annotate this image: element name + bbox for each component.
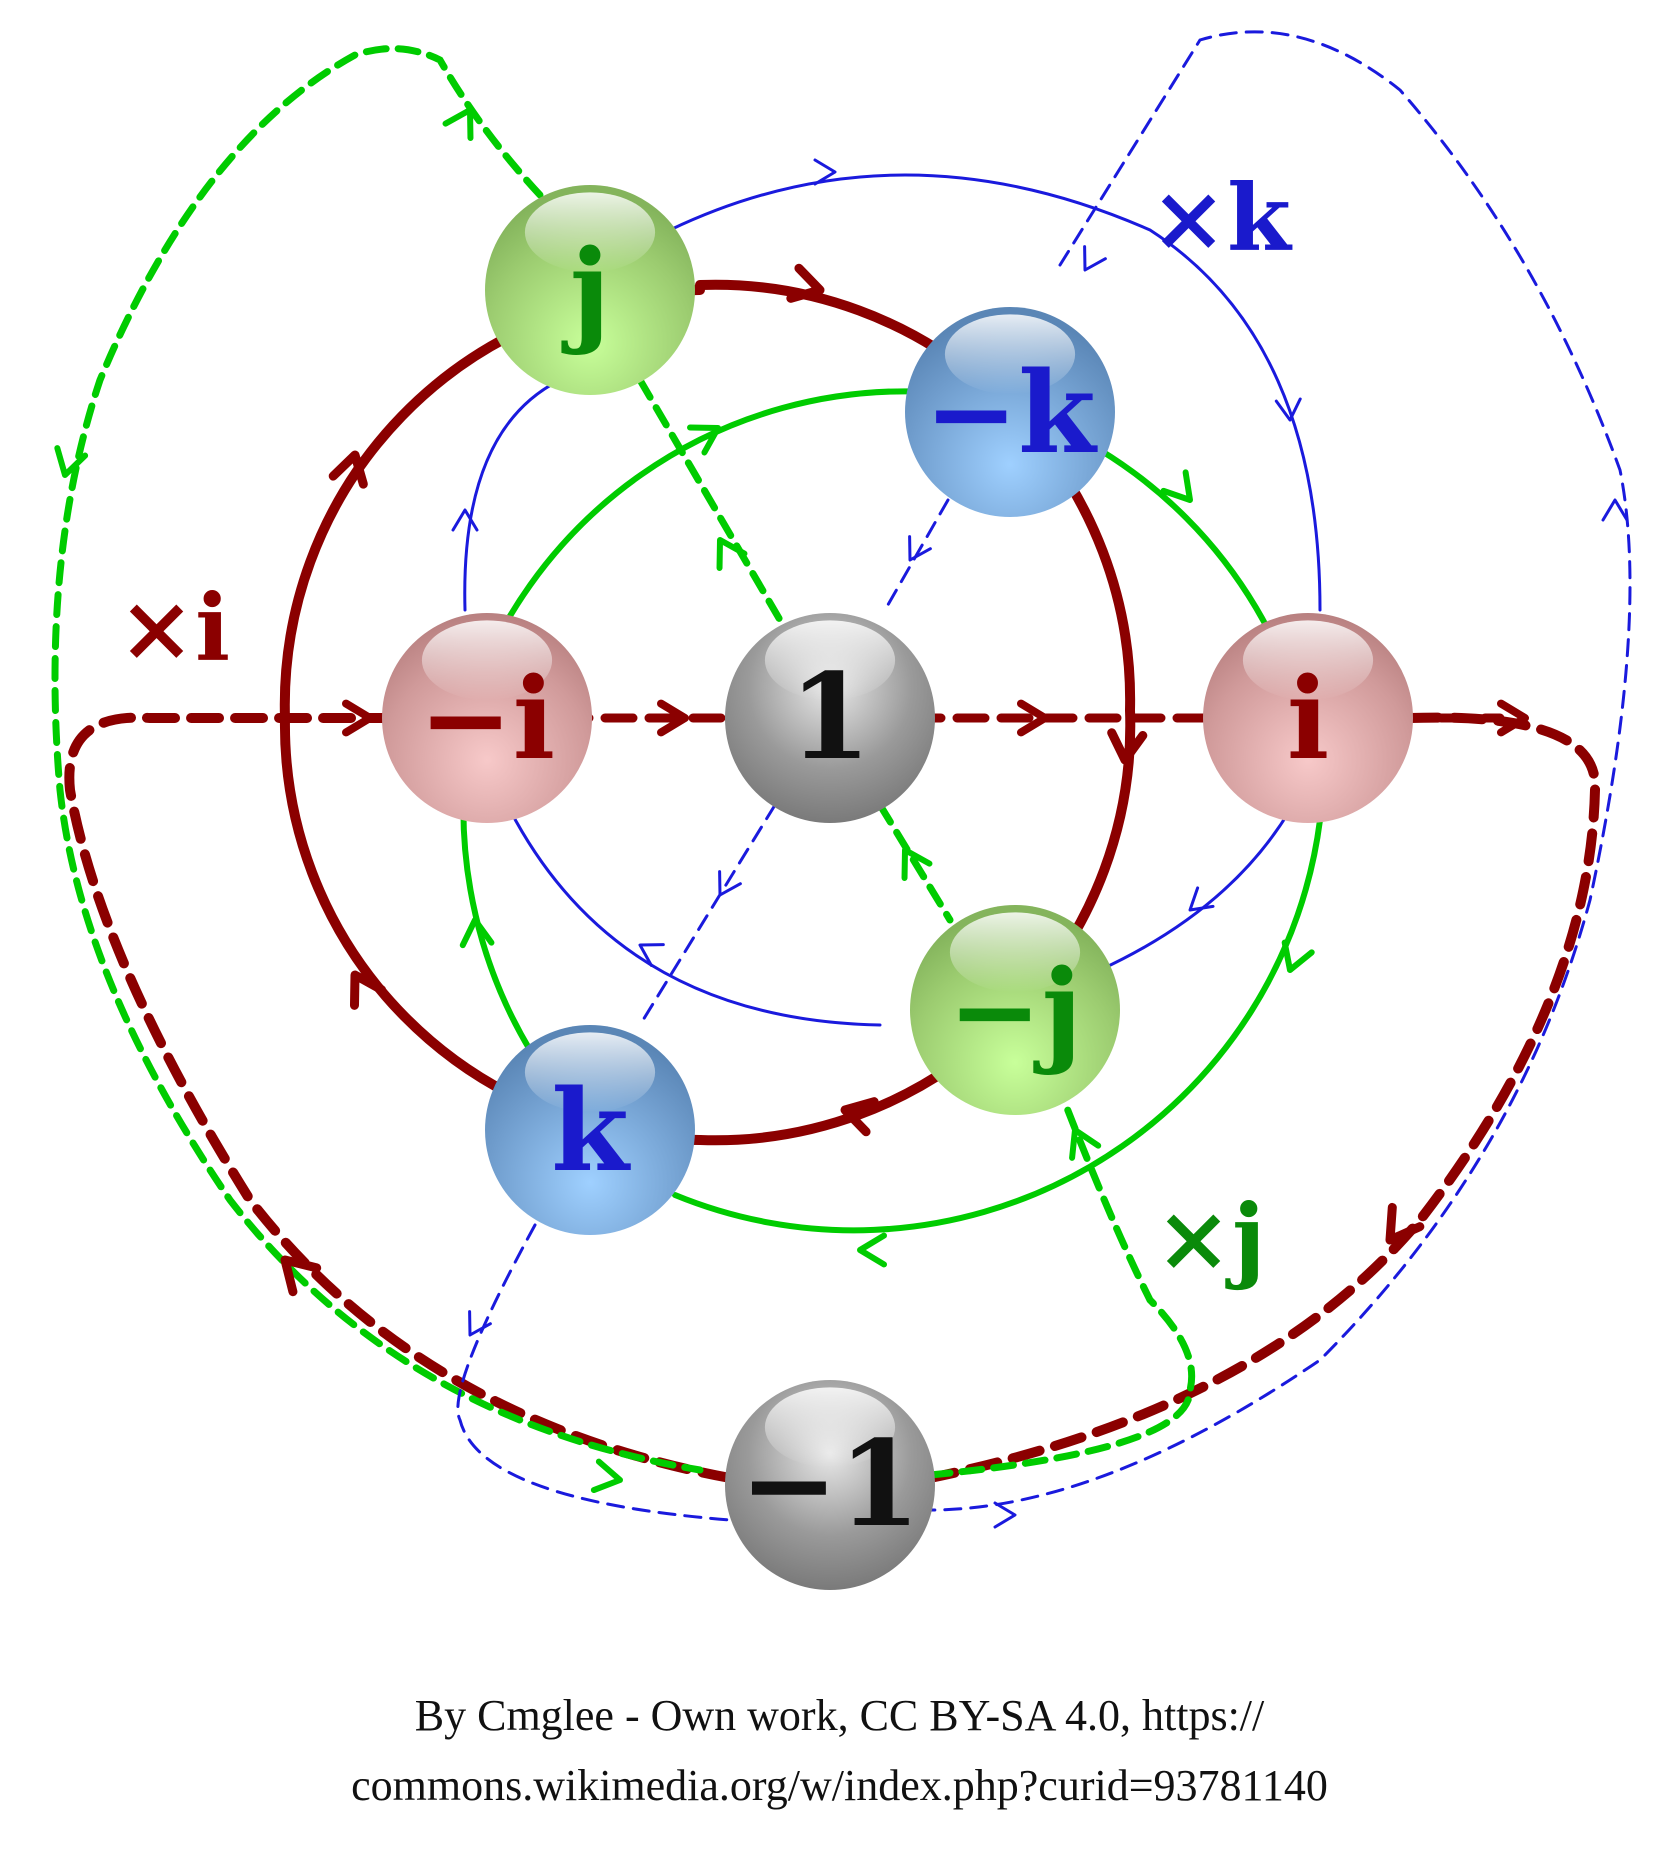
k-arrowhead-9 bbox=[468, 1310, 492, 1337]
quaternion-multiplication-diagram: 1 −1 i −i j −j k −k ×i ×k ×j bbox=[51, 30, 1632, 1590]
j-arrowhead-6 bbox=[442, 107, 474, 141]
j-path-inner-1 bbox=[636, 376, 784, 624]
node-neg-j: −j bbox=[910, 905, 1120, 1115]
i-arrowhead-8 bbox=[1017, 699, 1049, 737]
j-arrowhead-11 bbox=[1069, 1127, 1102, 1161]
k-arrowhead-7 bbox=[908, 535, 932, 562]
k-arrowhead-1 bbox=[813, 158, 837, 186]
i-arrowhead-10 bbox=[1385, 1202, 1425, 1245]
node-neg-j-label: −j bbox=[948, 946, 1082, 1077]
k-arrowhead-6 bbox=[1083, 245, 1107, 272]
i-path-left-sweep bbox=[64, 712, 735, 1483]
i-arrowhead-11 bbox=[280, 1255, 322, 1297]
k-arrowhead-3 bbox=[451, 508, 479, 532]
times-i-label: ×i bbox=[118, 574, 230, 682]
node-i-label: i bbox=[1287, 654, 1330, 785]
k-arrowhead-8 bbox=[718, 870, 742, 897]
node-k-label: k bbox=[551, 1066, 631, 1197]
node-i: i bbox=[1203, 613, 1413, 823]
node-neg-one-label: −1 bbox=[740, 1414, 921, 1553]
node-k: k bbox=[485, 1025, 695, 1235]
node-neg-k-label: −k bbox=[924, 348, 1098, 479]
node-i-highlight bbox=[1242, 620, 1374, 701]
j-path-inner-2 bbox=[876, 801, 954, 924]
node-neg-i: −i bbox=[382, 613, 592, 823]
node-one-label: 1 bbox=[789, 647, 871, 786]
k-path-inner-2 bbox=[638, 803, 777, 1027]
credit-line-1: By Cmglee - Own work, CC BY-SA 4.0, http… bbox=[414, 1691, 1265, 1740]
node-k-highlight bbox=[524, 1032, 656, 1113]
i-arrowhead-5 bbox=[328, 450, 368, 489]
j-arrowhead-9 bbox=[716, 537, 748, 571]
node-neg-k: −k bbox=[905, 307, 1115, 517]
node-neg-i-label: −i bbox=[419, 654, 555, 785]
j-arrowhead-5 bbox=[459, 917, 495, 949]
k-arrowhead-10 bbox=[1601, 498, 1629, 522]
k-arrowhead-2 bbox=[1274, 397, 1302, 422]
credit-line-2: commons.wikimedia.org/w/index.php?curid=… bbox=[351, 1761, 1328, 1810]
k-path-left-arc bbox=[463, 378, 562, 612]
k-arrowhead-5 bbox=[1188, 886, 1215, 912]
k-path-right-arc bbox=[1098, 808, 1292, 972]
j-arrowhead-1 bbox=[687, 424, 721, 456]
j-arrowhead-8 bbox=[590, 1458, 623, 1494]
times-j-label: ×j bbox=[1155, 1184, 1265, 1292]
j-path-outer-bottom bbox=[926, 1086, 1196, 1479]
i-arrowhead-3 bbox=[840, 1097, 879, 1137]
k-path-bottom-arc bbox=[508, 808, 882, 1027]
i-path-right-sweep bbox=[925, 712, 1601, 1483]
node-one: 1 bbox=[725, 613, 935, 823]
node-neg-k-highlight bbox=[944, 314, 1076, 395]
node-neg-j-highlight bbox=[949, 912, 1081, 993]
node-one-highlight bbox=[764, 620, 896, 701]
j-path-outer-left bbox=[51, 45, 704, 1474]
j-arrowhead-7 bbox=[54, 445, 89, 478]
i-arrowhead-4 bbox=[349, 970, 387, 1010]
i-arrowhead-1 bbox=[786, 263, 825, 303]
i-arrowhead-6 bbox=[342, 699, 374, 737]
node-j: j bbox=[485, 185, 695, 395]
node-neg-i-highlight bbox=[421, 620, 553, 701]
i-arrowhead-2 bbox=[1107, 728, 1148, 765]
j-arrowhead-3 bbox=[1281, 939, 1315, 973]
times-k-label: ×k bbox=[1150, 164, 1293, 272]
i-arrowhead-7 bbox=[657, 699, 689, 737]
j-arrowhead-10 bbox=[901, 847, 933, 881]
node-j-highlight bbox=[524, 192, 656, 273]
k-arrowhead-4 bbox=[638, 943, 665, 967]
k-path-lower-left bbox=[456, 1223, 732, 1522]
node-neg-one: −1 bbox=[725, 1380, 935, 1590]
k-arrowhead-11 bbox=[993, 1501, 1017, 1529]
j-arrowhead-4 bbox=[857, 1232, 887, 1268]
k-path-outer-right bbox=[928, 30, 1632, 1512]
node-neg-one-highlight bbox=[764, 1387, 896, 1468]
i-arrowhead-9 bbox=[1497, 699, 1529, 737]
node-j-label: j bbox=[561, 226, 611, 357]
j-arrowhead-2 bbox=[1160, 469, 1193, 503]
